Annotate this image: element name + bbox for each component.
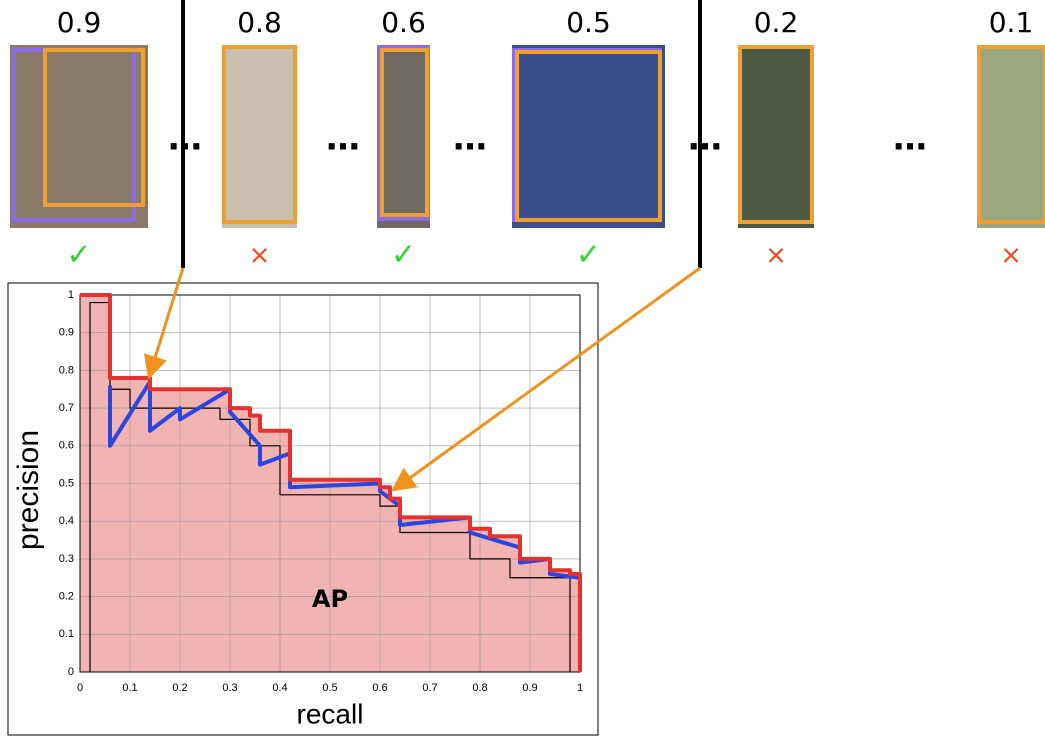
- y-tick-label: 0: [68, 666, 74, 678]
- x-tick-label: 1: [577, 682, 583, 694]
- ellipsis: …: [453, 119, 487, 159]
- score: 0.8: [237, 6, 282, 39]
- x-tick-label: 0.5: [322, 682, 337, 694]
- y-tick-label: 0.3: [59, 553, 74, 565]
- thumbnail: [738, 45, 814, 228]
- y-tick-label: 1: [68, 289, 74, 301]
- x-tick-label: 0.4: [272, 682, 287, 694]
- result: ×: [765, 241, 787, 271]
- result: ×: [1000, 241, 1022, 271]
- x-tick-label: 0.3: [222, 682, 237, 694]
- x-tick-label: 0.2: [172, 682, 187, 694]
- score: 0.5: [566, 6, 611, 39]
- x-tick-label: 0.6: [372, 682, 387, 694]
- ellipsis: …: [893, 119, 927, 159]
- x-tick-label: 0.9: [522, 682, 537, 694]
- y-tick-label: 0.5: [59, 477, 74, 489]
- x-tick-label: 0.8: [472, 682, 487, 694]
- y-tick-label: 0.2: [59, 591, 74, 603]
- y-tick-label: 0.7: [59, 402, 74, 414]
- x-tick-label: 0.7: [422, 682, 437, 694]
- result: ✓: [66, 238, 91, 273]
- score: 0.6: [381, 6, 426, 39]
- ellipsis: …: [326, 119, 360, 159]
- x-tick-label: 0: [77, 682, 83, 694]
- thumbnail: [222, 45, 297, 228]
- score: 0.1: [989, 6, 1034, 39]
- ellipsis: …: [688, 119, 722, 159]
- detections: 0.9✓0.8×0.6✓0.5✓0.2×0.1×……………: [10, 6, 1045, 273]
- result: ✓: [391, 238, 416, 273]
- x-axis-label: recall: [297, 698, 364, 729]
- y-tick-label: 0.9: [59, 327, 74, 339]
- result: ✓: [576, 238, 601, 273]
- thumbnail: [377, 45, 430, 228]
- y-tick-label: 0.6: [59, 440, 74, 452]
- thumbnail: [10, 45, 148, 228]
- x-tick-label: 0.1: [122, 682, 137, 694]
- y-axis-label: precision: [12, 430, 45, 550]
- y-tick-label: 0.4: [59, 515, 74, 527]
- figure: 0.9✓0.8×0.6✓0.5✓0.2×0.1×…………… 00.10.20.3…: [0, 0, 1045, 740]
- result: ×: [249, 241, 271, 271]
- y-tick-label: 0.1: [59, 628, 74, 640]
- thumbnail: [512, 45, 665, 228]
- annotation: AP: [312, 585, 348, 613]
- score: 0.9: [57, 6, 102, 39]
- score: 0.2: [754, 6, 799, 39]
- y-tick-label: 0.8: [59, 364, 74, 376]
- thumbnail: [977, 45, 1045, 228]
